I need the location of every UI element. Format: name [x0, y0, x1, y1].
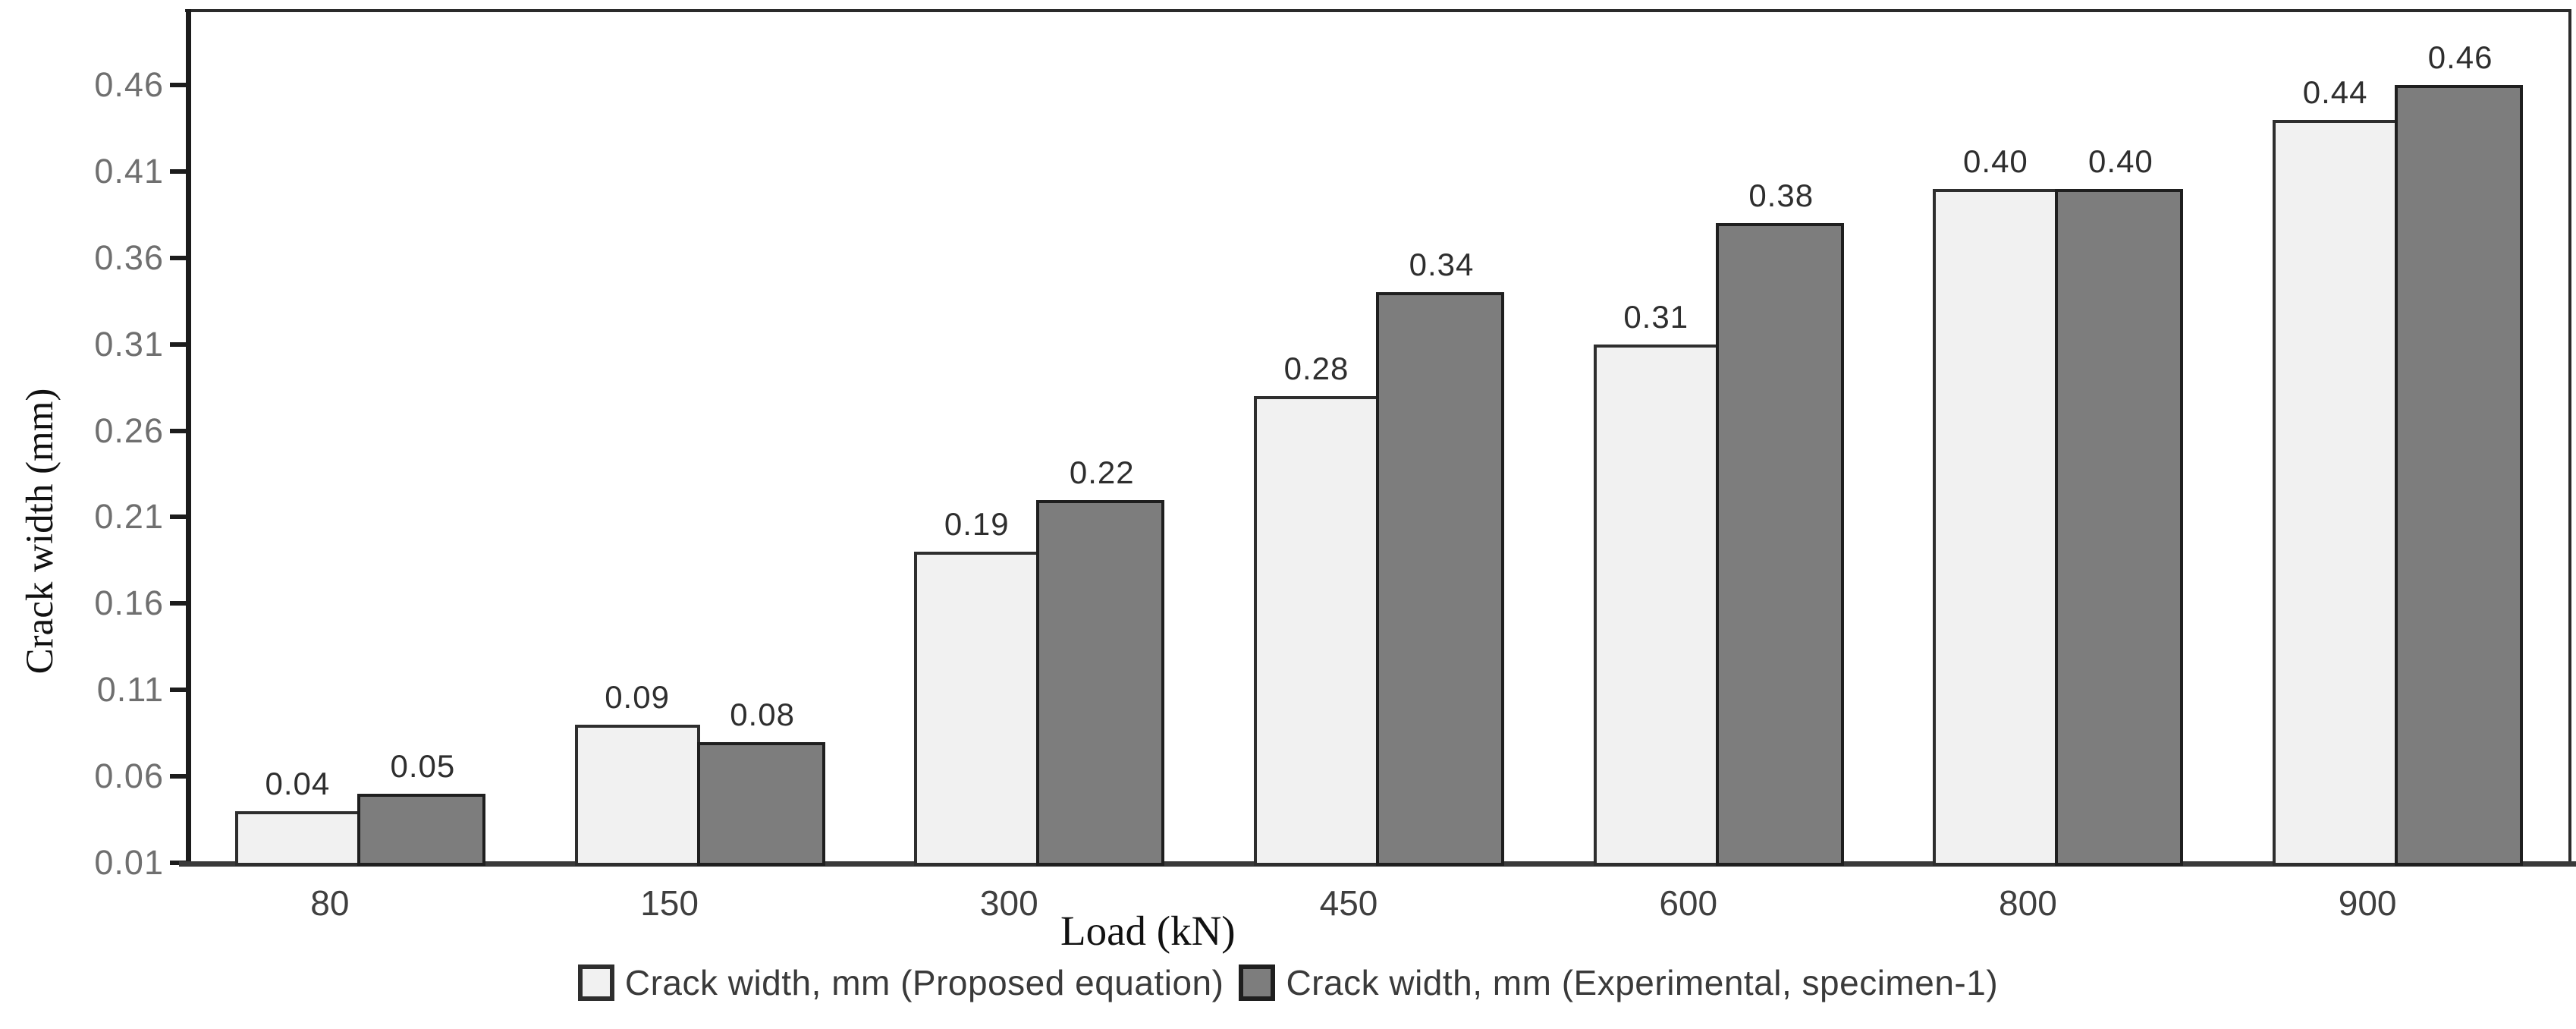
y-tick-label: 0.21 [94, 497, 164, 537]
bar-value-label: 0.22 [1069, 454, 1135, 490]
legend-entry-experimental: Crack width, mm (Experimental, specimen-… [1239, 962, 1998, 1003]
legend-swatch-experimental-icon [1239, 964, 1276, 1001]
y-axis-line [186, 9, 191, 866]
bar-value-label: 0.04 [265, 765, 331, 801]
bar-value-label: 0.46 [2427, 39, 2493, 75]
bar [574, 724, 700, 866]
bar [2055, 188, 2184, 866]
bar [1254, 395, 1379, 866]
x-tick-label: 80 [310, 883, 350, 923]
plot-border-top [185, 9, 2571, 12]
bar [1036, 499, 1165, 866]
bar [696, 741, 825, 866]
bar-value-label: 0.40 [1963, 143, 2028, 179]
x-tick-label: 600 [1659, 883, 1718, 923]
bar-value-label: 0.08 [730, 696, 795, 732]
bar-value-label: 0.38 [1748, 178, 1814, 214]
bar-value-label: 0.44 [2302, 74, 2368, 110]
y-tick-label: 0.11 [96, 670, 164, 710]
y-tick-mark [170, 255, 190, 260]
bar [2395, 84, 2524, 866]
x-tick-label: 900 [2338, 883, 2397, 923]
bar-value-label: 0.31 [1623, 298, 1689, 335]
bar [1593, 344, 1719, 866]
bar-value-label: 0.28 [1283, 350, 1349, 386]
bar-value-label: 0.05 [390, 747, 456, 784]
y-tick-label: 0.01 [94, 843, 164, 882]
x-tick-label: 150 [640, 883, 699, 923]
bar [234, 810, 360, 866]
legend-entry-proposed: Crack width, mm (Proposed equation) [577, 962, 1224, 1003]
x-axis-title: Load (kN) [1060, 908, 1236, 954]
x-tick-label: 450 [1319, 883, 1378, 923]
x-tick-label: 300 [979, 883, 1038, 923]
bar [2273, 119, 2399, 866]
y-tick-mark [170, 428, 190, 433]
y-tick-label: 0.26 [94, 411, 164, 450]
y-tick-label: 0.41 [94, 151, 164, 190]
bar [1376, 292, 1504, 866]
y-tick-label: 0.46 [94, 65, 164, 104]
bar [1715, 223, 1844, 866]
bar [1933, 188, 2059, 866]
y-tick-mark [170, 774, 190, 779]
legend-swatch-proposed-icon [577, 964, 614, 1001]
y-tick-mark [170, 514, 190, 520]
bar-value-label: 0.34 [1409, 247, 1475, 283]
bar-value-label: 0.09 [605, 678, 670, 715]
y-tick-label: 0.36 [94, 238, 164, 277]
y-tick-mark [170, 168, 190, 174]
bar-value-label: 0.40 [2088, 143, 2153, 179]
y-tick-mark [170, 341, 190, 347]
y-tick-label: 0.31 [94, 324, 164, 363]
y-tick-mark [170, 688, 190, 693]
plot-border-right [2568, 9, 2571, 866]
y-tick-label: 0.06 [94, 757, 164, 796]
bar [357, 793, 485, 866]
bar-value-label: 0.19 [944, 505, 1010, 542]
legend: Crack width, mm (Proposed equation) Crac… [0, 962, 2576, 1003]
y-tick-mark [170, 82, 190, 87]
bar [914, 551, 1040, 866]
y-tick-mark [170, 601, 190, 606]
legend-label-experimental: Crack width, mm (Experimental, specimen-… [1286, 963, 1999, 1002]
y-tick-label: 0.16 [94, 584, 164, 623]
legend-label-proposed: Crack width, mm (Proposed equation) [624, 963, 1224, 1002]
x-tick-label: 800 [1999, 883, 2057, 923]
